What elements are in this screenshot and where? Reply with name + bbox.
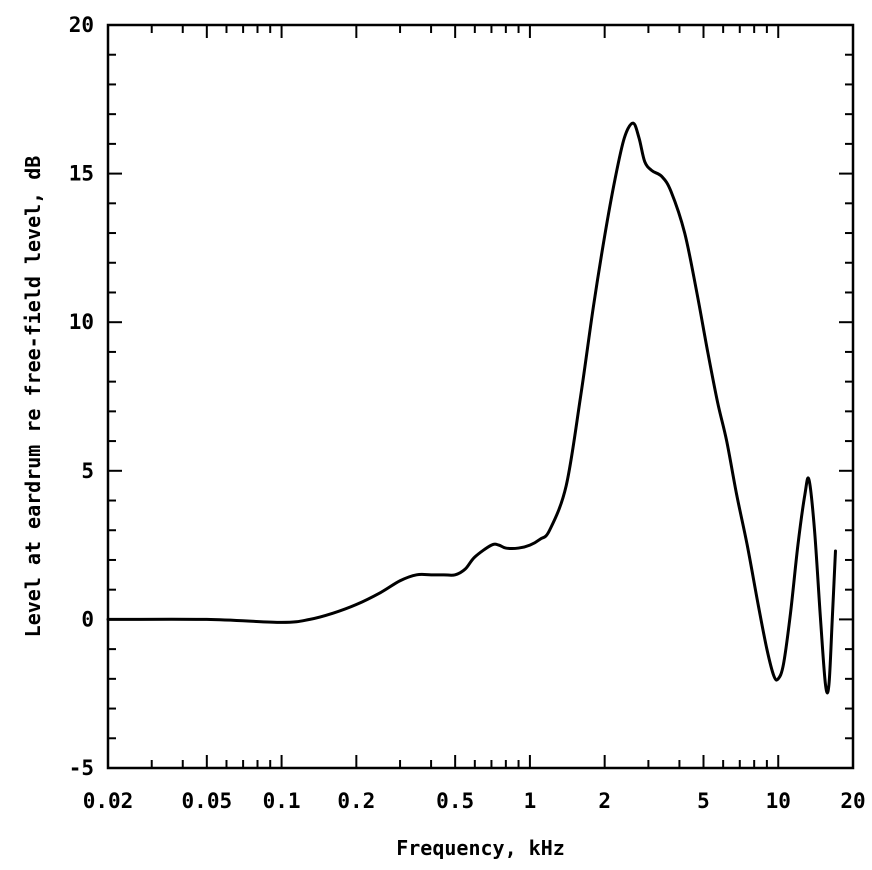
x-tick-label: 2 (598, 789, 611, 813)
x-tick-label: 0.05 (182, 789, 233, 813)
y-tick-label: -5 (69, 756, 94, 780)
x-tick-label: 0.5 (436, 789, 474, 813)
y-tick-label: 15 (69, 162, 94, 186)
y-tick-label: 5 (81, 459, 94, 483)
x-axis-title: Frequency, kHz (396, 836, 565, 860)
y-tick-label: 0 (81, 607, 94, 631)
plot-frame (106, 23, 855, 770)
series-line (106, 121, 837, 695)
x-tick-label: 5 (697, 789, 710, 813)
x-tick-label: 10 (766, 789, 791, 813)
x-tick-label: 0.02 (83, 789, 134, 813)
x-tick-label: 0.1 (263, 789, 301, 813)
y-axis-title: Level at eardrum re free-field level, dB (21, 156, 45, 638)
tick-marks (107, 24, 854, 769)
x-tick-label: 20 (840, 789, 865, 813)
y-tick-label: 20 (69, 13, 94, 37)
x-tick-label: 0.2 (337, 789, 375, 813)
y-tick-label: 10 (69, 310, 94, 334)
x-tick-label: 1 (524, 789, 537, 813)
tick-labels: 0.02 0.05 0.1 0.2 0.5 1 2 5 10 20 -5 0 5 10 15 20 (69, 13, 866, 813)
